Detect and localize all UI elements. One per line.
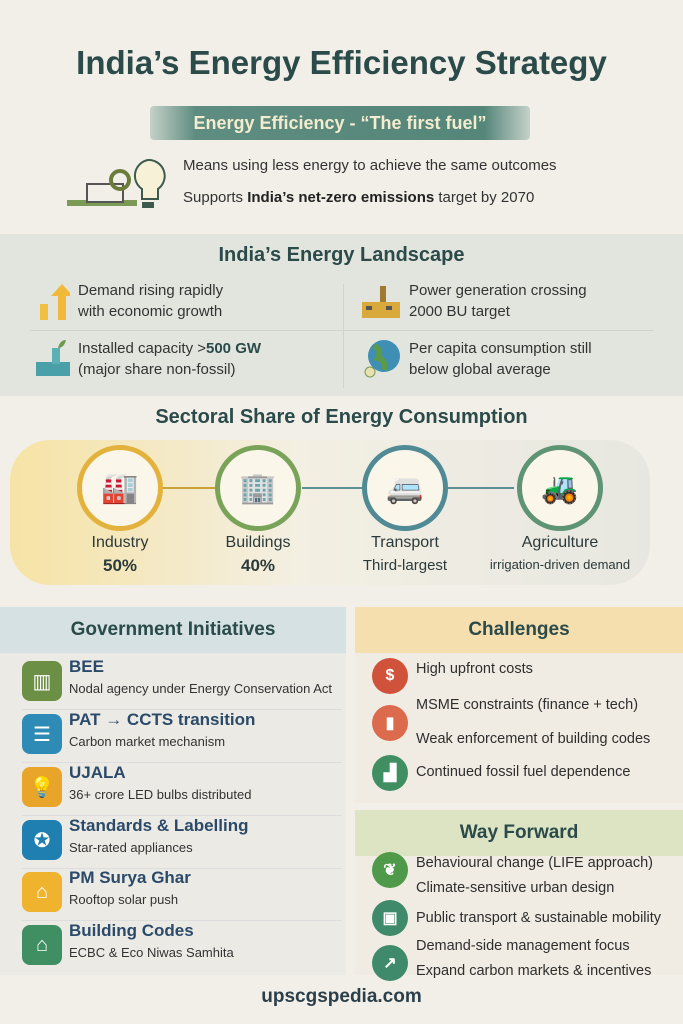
way-forward-item: Public transport & sustainable mobility: [416, 910, 662, 926]
sector-value: 50%: [102, 556, 138, 575]
lightbulb-icon: 💡: [22, 767, 62, 807]
initiatives-title: Government Initiatives: [0, 607, 346, 653]
item-line: Installed capacity >500 GW: [78, 338, 348, 359]
initiative-title: BEE: [69, 657, 104, 676]
divider: [22, 868, 342, 869]
challenge-item: High upfront costs: [416, 661, 533, 677]
divider: [30, 330, 653, 331]
sectoral-title: Sectoral Share of Energy Consumption: [155, 406, 528, 428]
intro-bold: India’s net-zero emissions: [247, 189, 435, 206]
item-line: Power generation crossing: [409, 282, 587, 299]
initiative-desc: Rooftop solar push: [69, 892, 179, 907]
divider: [22, 815, 342, 816]
rising-arrow-icon: [38, 282, 73, 320]
divider: [22, 709, 342, 710]
bus-icon: ▣: [372, 900, 408, 936]
initiative-desc: 36+ crore LED bulbs distributed: [69, 787, 252, 802]
intro-text: target by 2070: [434, 189, 535, 206]
landscape-item: Installed capacity >500 GW (major share n…: [78, 338, 348, 380]
connector-arrow: [302, 487, 364, 489]
sector-name: Transport: [371, 534, 439, 551]
way-forward-item: Behavioural change (LIFE approach): [416, 855, 653, 871]
intro-line-1: Means using less energy to achieve the s…: [183, 157, 557, 174]
item-bold: 500 GW: [206, 340, 262, 357]
globe-icon: [362, 338, 402, 378]
green-plant-icon: [32, 338, 74, 376]
challenge-item: Weak enforcement of building codes: [416, 731, 651, 747]
initiative-title: UJALA: [69, 763, 126, 782]
page-title: India’s Energy Efficiency Strategy: [76, 44, 607, 81]
initiative-item: ▥ BEE Nodal agency under Energy Conserva…: [22, 655, 342, 710]
sector-value: irrigation-driven demand: [489, 557, 631, 572]
efficiency-illustration-icon: [62, 146, 172, 220]
landscape-section: India’s Energy Landscape Demand rising r…: [0, 234, 683, 396]
cost-icon: $: [372, 658, 408, 694]
way-forward-title: Way Forward: [355, 810, 683, 856]
sector-value: 40%: [240, 556, 276, 575]
document-icon: ☰: [22, 714, 62, 754]
initiative-item: ⌂ Building Codes ECBC & Eco Niwas Samhit…: [22, 919, 342, 971]
initiative-desc: Star-rated appliances: [69, 840, 193, 855]
building-people-icon: ▥: [22, 661, 62, 701]
item-line: Demand rising rapidly: [78, 282, 224, 299]
divider: [22, 762, 342, 763]
item-line: with economic growth: [78, 303, 223, 320]
star-label-icon: ✪: [22, 820, 62, 860]
initiative-desc: ECBC & Eco Niwas Samhita: [69, 945, 234, 960]
initiative-desc: Nodal agency under Energy Conservation A…: [69, 681, 333, 696]
initiative-item: ☰ PAT → CCTS transition Carbon market me…: [22, 708, 342, 763]
divider: [343, 284, 344, 388]
agriculture-icon: 🚜: [517, 445, 603, 531]
landscape-item: Per capita consumption still below global…: [409, 338, 679, 380]
sector-value: Third-largest: [362, 557, 448, 574]
leaf-icon: ❦: [372, 852, 408, 888]
sector-name: Agriculture: [521, 534, 599, 551]
challenges-title: Challenges: [355, 607, 683, 653]
item-line: Per capita consumption still: [409, 340, 592, 357]
item-line: below global average: [409, 361, 551, 378]
item-line: 2000 BU target: [409, 303, 510, 320]
initiative-title: Standards & Labelling: [69, 816, 249, 835]
way-forward-item: Demand-side management focus: [416, 938, 630, 954]
buildings-icon: 🏢: [215, 445, 301, 531]
connector-arrow: [162, 487, 218, 489]
msme-icon: ▮: [372, 705, 408, 741]
initiative-title: PM Surya Ghar: [69, 868, 191, 887]
way-forward-item: Climate-sensitive urban design: [416, 880, 615, 896]
initiative-item: 💡 UJALA 36+ crore LED bulbs distributed: [22, 761, 342, 816]
challenge-item: Continued fossil fuel dependence: [416, 764, 631, 780]
growth-chart-icon: ↗: [372, 945, 408, 981]
sector-name: Industry: [91, 534, 149, 551]
initiative-title: Building Codes: [69, 921, 194, 940]
intro-line-2: Supports India’s net-zero emissions targ…: [183, 189, 534, 206]
initiative-item: ⌂ PM Surya Ghar Rooftop solar push: [22, 866, 342, 921]
sector-name: Buildings: [225, 534, 291, 551]
item-text: Installed capacity >: [78, 340, 206, 357]
subtitle-banner: Energy Efficiency - “The first fuel”: [150, 106, 530, 140]
footer-website: upscgspedia.com: [261, 986, 422, 1007]
house-solar-icon: ⌂: [22, 872, 62, 912]
factory-icon: [360, 284, 402, 322]
initiative-title: PAT → CCTS transition: [69, 710, 256, 729]
divider: [22, 920, 342, 921]
transport-icon: 🚐: [362, 445, 448, 531]
landscape-title: India’s Energy Landscape: [218, 244, 465, 266]
item-line: (major share non-fossil): [78, 361, 236, 378]
connector-arrow: [448, 487, 514, 489]
landscape-item: Demand rising rapidly with economic growt…: [78, 280, 348, 322]
challenge-item: MSME constraints (finance + tech): [416, 697, 639, 713]
chart-icon: ▟: [372, 755, 408, 791]
intro-text: Supports: [183, 189, 248, 206]
way-forward-item: Expand carbon markets & incentives: [416, 963, 652, 979]
industry-icon: 🏭: [77, 445, 163, 531]
house-code-icon: ⌂: [22, 925, 62, 965]
initiative-item: ✪ Standards & Labelling Star-rated appli…: [22, 814, 342, 869]
landscape-item: Power generation crossing 2000 BU target: [409, 280, 679, 322]
initiative-desc: Carbon market mechanism: [69, 734, 226, 749]
